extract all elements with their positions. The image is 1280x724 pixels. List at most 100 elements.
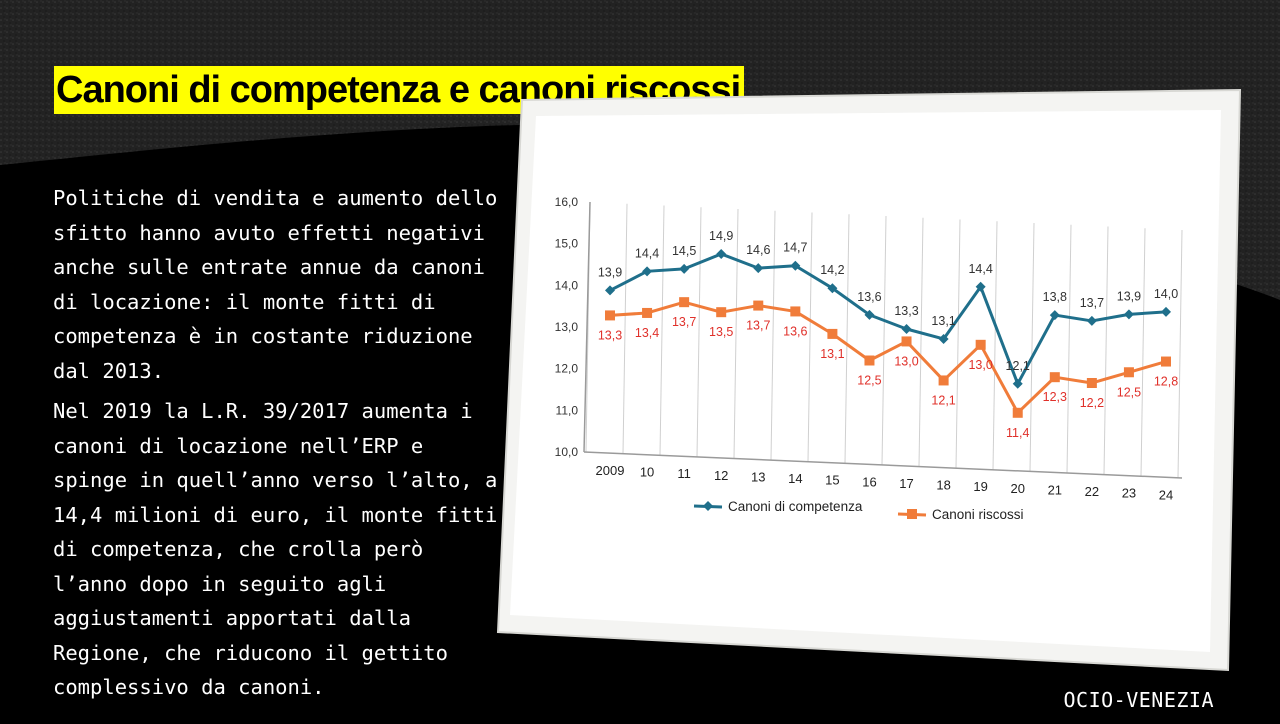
data-point-competenza bbox=[1123, 309, 1134, 320]
data-label-riscossi: 13,5 bbox=[709, 325, 733, 339]
data-label-competenza: 14,4 bbox=[968, 262, 992, 276]
data-label-riscossi: 12,5 bbox=[857, 374, 881, 388]
y-tick-label: 14,0 bbox=[555, 278, 579, 292]
data-label-riscossi: 13,7 bbox=[746, 319, 770, 333]
data-label-riscossi: 11,4 bbox=[1006, 426, 1029, 440]
data-point-riscossi bbox=[716, 307, 727, 318]
data-label-competenza: 14,9 bbox=[709, 229, 733, 243]
chart-inner-paper bbox=[510, 110, 1221, 652]
data-label-riscossi: 12,5 bbox=[1117, 385, 1141, 399]
data-label-competenza: 13,1 bbox=[931, 314, 955, 328]
data-point-riscossi bbox=[901, 336, 912, 347]
data-label-competenza: 12,1 bbox=[1006, 359, 1030, 373]
data-label-competenza: 13,9 bbox=[1117, 289, 1141, 303]
data-point-competenza bbox=[1049, 310, 1060, 321]
gridline-vertical bbox=[807, 212, 813, 462]
data-point-competenza bbox=[864, 309, 875, 320]
series-line-competenza bbox=[609, 252, 1167, 386]
data-point-riscossi bbox=[1086, 377, 1097, 388]
data-label-competenza: 13,6 bbox=[857, 290, 881, 304]
y-tick-label: 10,0 bbox=[555, 445, 579, 459]
x-tick-label: 23 bbox=[1122, 486, 1136, 501]
data-point-riscossi bbox=[864, 355, 875, 366]
legend-label: Canoni di competenza bbox=[728, 499, 863, 514]
y-tick-label: 11,0 bbox=[556, 403, 579, 417]
data-label-competenza: 13,8 bbox=[1043, 290, 1067, 304]
gridline-vertical bbox=[1029, 222, 1035, 472]
chart-data-labels: 13,9 14,4 14,5 14,9 14,6 14,7 14,2 13,6 13,3 13,1… bbox=[598, 229, 1178, 440]
data-point-riscossi bbox=[1049, 372, 1060, 383]
y-tick-label: 12,0 bbox=[555, 362, 579, 376]
data-point-competenza bbox=[605, 285, 615, 296]
data-label-competenza: 13,3 bbox=[894, 304, 918, 318]
y-tick-label: 15,0 bbox=[555, 237, 579, 251]
x-tick-label: 15 bbox=[825, 473, 839, 488]
data-point-riscossi bbox=[938, 375, 949, 386]
data-point-riscossi bbox=[1012, 407, 1023, 418]
data-label-riscossi: 13,1 bbox=[820, 347, 844, 361]
data-point-riscossi bbox=[605, 310, 615, 321]
gridline-vertical bbox=[1140, 228, 1146, 477]
data-label-riscossi: 13,7 bbox=[672, 315, 696, 329]
x-tick-label: 2009 bbox=[596, 463, 625, 478]
data-label-riscossi: 12,1 bbox=[931, 393, 955, 407]
legend-marker-square bbox=[907, 509, 917, 519]
x-tick-label: 13 bbox=[751, 469, 765, 484]
gridline-vertical bbox=[955, 219, 961, 469]
chart-series bbox=[605, 248, 1171, 418]
x-tick-label: 18 bbox=[936, 478, 950, 493]
data-label-riscossi: 13,6 bbox=[783, 324, 807, 338]
data-point-competenza bbox=[975, 281, 986, 292]
x-tick-label: 22 bbox=[1085, 484, 1099, 499]
data-label-riscossi: 13,0 bbox=[968, 358, 992, 372]
data-point-competenza bbox=[1161, 306, 1171, 317]
x-tick-label: 20 bbox=[1010, 481, 1024, 496]
x-tick-label: 16 bbox=[862, 474, 876, 489]
data-label-competenza: 14,2 bbox=[820, 263, 844, 277]
data-label-riscossi: 12,8 bbox=[1154, 375, 1178, 389]
gridline-vertical bbox=[1103, 226, 1109, 475]
data-point-riscossi bbox=[679, 297, 690, 308]
data-label-competenza: 14,4 bbox=[635, 246, 659, 260]
data-label-competenza: 14,5 bbox=[672, 244, 696, 258]
data-point-riscossi bbox=[790, 306, 801, 317]
x-tick-label: 17 bbox=[899, 476, 913, 491]
data-point-competenza bbox=[1012, 378, 1023, 389]
gridline-vertical bbox=[659, 205, 665, 456]
data-point-riscossi bbox=[1123, 367, 1134, 378]
gridline-vertical bbox=[1177, 229, 1183, 479]
body-text: Politiche di vendita e aumento dello sfi… bbox=[53, 181, 508, 711]
gridline-vertical bbox=[992, 221, 998, 470]
data-point-riscossi bbox=[827, 328, 838, 339]
data-point-competenza bbox=[716, 248, 727, 259]
page-title: Canoni di competenza e canoni riscossi bbox=[54, 66, 745, 114]
paragraph-1: Politiche di vendita e aumento dello sfi… bbox=[53, 186, 498, 383]
x-axis-line bbox=[583, 451, 1183, 479]
footer-brand: OCIO-VENEZIA bbox=[1063, 688, 1214, 712]
data-point-riscossi bbox=[975, 339, 986, 350]
data-point-competenza bbox=[938, 333, 949, 344]
data-label-competenza: 14,0 bbox=[1154, 287, 1178, 301]
data-point-competenza bbox=[642, 266, 653, 277]
data-label-riscossi: 13,0 bbox=[894, 354, 918, 368]
legend-label: Canoni riscossi bbox=[932, 507, 1024, 522]
data-point-riscossi bbox=[1161, 356, 1171, 367]
y-tick-label: 13,0 bbox=[555, 320, 579, 334]
gridline-vertical bbox=[844, 214, 850, 464]
gridline-vertical bbox=[918, 217, 924, 467]
chart-legend: Canoni di competenza Canoni riscossi bbox=[693, 499, 1024, 522]
gridline-vertical bbox=[1066, 224, 1072, 474]
x-tick-label: 10 bbox=[640, 465, 654, 480]
gridline-vertical bbox=[733, 208, 739, 459]
data-label-competenza: 13,9 bbox=[598, 265, 622, 279]
x-tick-label: 24 bbox=[1159, 487, 1173, 502]
series-line-riscossi bbox=[609, 300, 1167, 415]
data-point-competenza bbox=[679, 263, 690, 274]
x-tick-label: 19 bbox=[973, 479, 987, 494]
chart-axes: 10,0 11,0 12,0 13,0 14,0 15,0 16,0 2009 10 11 12 13… bbox=[555, 195, 1183, 502]
gridline-vertical bbox=[696, 207, 702, 457]
gridline-vertical bbox=[881, 215, 887, 466]
data-label-riscossi: 12,3 bbox=[1043, 390, 1067, 404]
y-tick-label: 16,0 bbox=[555, 195, 579, 209]
